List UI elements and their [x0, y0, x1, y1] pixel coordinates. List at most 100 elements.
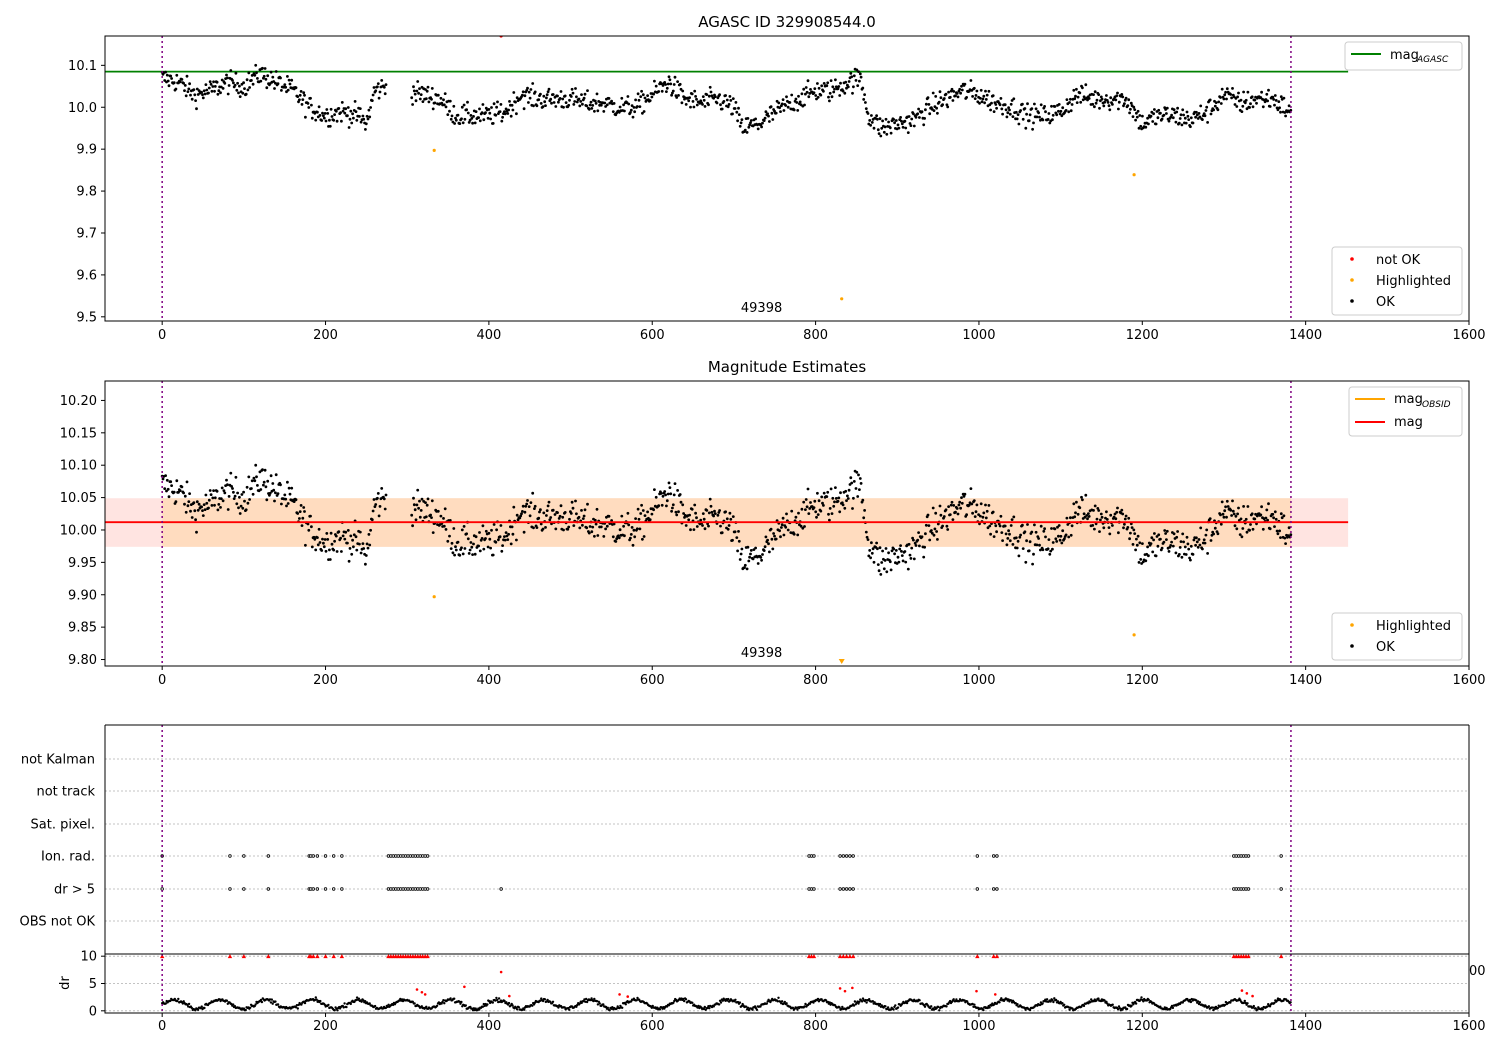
ok-point: [280, 502, 283, 506]
ok-point: [816, 513, 820, 516]
ok-point: [340, 550, 343, 553]
ok-point: [352, 116, 355, 120]
dr-point: [443, 1002, 446, 1005]
dr-point: [684, 998, 688, 1001]
ok-point: [687, 518, 691, 522]
ok-point: [897, 126, 901, 130]
dr-point: [442, 999, 445, 1002]
ok-point: [946, 528, 950, 531]
ok-point: [640, 503, 643, 507]
ok-point: [227, 84, 231, 87]
ok-point: [760, 125, 763, 129]
ok-point: [948, 513, 952, 516]
ok-point: [815, 97, 818, 101]
dr-point: [828, 1001, 831, 1004]
ok-point: [355, 548, 359, 552]
dr-point: [963, 999, 966, 1002]
dr-point: [1266, 1005, 1269, 1008]
dr-point: [190, 1006, 193, 1010]
ok-point: [731, 538, 734, 542]
ok-point: [802, 87, 806, 91]
ok-point: [358, 542, 361, 546]
ok-point: [175, 479, 179, 483]
ok-point: [922, 123, 926, 127]
ok-point: [837, 85, 841, 88]
ok-point: [352, 545, 355, 549]
ok-point: [359, 120, 363, 124]
ok-point: [343, 537, 347, 541]
ok-point: [376, 496, 379, 500]
ok-point: [595, 507, 599, 511]
dr-point: [952, 998, 955, 1001]
ok-point: [164, 474, 168, 477]
ok-point: [343, 111, 347, 115]
ok-point: [1131, 543, 1135, 546]
ok-point: [677, 94, 680, 97]
ok-point: [1169, 544, 1173, 547]
ok-point: [242, 81, 246, 85]
dr-point: [1028, 1008, 1032, 1012]
ok-point: [254, 463, 258, 467]
ok-point: [974, 510, 978, 514]
dr-point: [1139, 998, 1142, 1001]
ok-point: [866, 538, 870, 541]
ok-point: [201, 93, 204, 97]
ok-point: [205, 88, 209, 92]
ok-point: [724, 510, 727, 514]
dr-flag-point: [315, 887, 320, 891]
ok-point: [590, 530, 594, 534]
ok-point: [378, 505, 382, 508]
ok-point: [822, 89, 825, 93]
dr-flag-point: [242, 887, 246, 891]
ok-point: [370, 99, 374, 102]
dr-point: [740, 1004, 743, 1008]
dr-point: [596, 1003, 600, 1006]
ok-point: [183, 89, 186, 92]
dr-not-ok-point: [618, 993, 621, 996]
ok-point: [1081, 86, 1084, 90]
x-tick-label: 600: [640, 328, 665, 343]
ok-point: [557, 517, 561, 520]
ok-point: [936, 111, 939, 115]
ok-point: [695, 97, 698, 101]
ok-point: [892, 118, 896, 121]
ion-rad-flag-point: [242, 854, 246, 858]
ok-point: [1251, 527, 1255, 531]
ok-point: [204, 83, 208, 86]
ok-point: [1095, 517, 1099, 521]
ok-point: [1109, 96, 1113, 100]
dr-point: [360, 1000, 363, 1003]
dr-point: [691, 1001, 694, 1004]
ok-point: [1028, 113, 1032, 117]
ok-point: [831, 496, 835, 500]
ok-point: [1009, 102, 1013, 106]
ok-point: [340, 119, 343, 123]
ok-point: [461, 121, 465, 125]
ok-point: [652, 92, 655, 96]
ok-point: [1079, 100, 1083, 104]
dr-not-ok-point: [1245, 992, 1249, 995]
ok-point: [522, 107, 526, 111]
ok-point: [1182, 540, 1185, 544]
ion-rad-flag-point: [851, 854, 855, 858]
ok-point: [726, 105, 730, 109]
ok-point: [769, 527, 773, 531]
ok-point: [174, 87, 178, 91]
ok-point: [718, 509, 721, 512]
ok-point: [1127, 516, 1131, 520]
ok-point: [188, 492, 192, 495]
ok-point: [301, 516, 305, 520]
ok-point: [660, 89, 664, 93]
ok-point: [1255, 101, 1258, 105]
ok-point: [1021, 117, 1025, 121]
dr-point: [896, 1006, 900, 1009]
ok-point: [637, 98, 641, 102]
dr-point: [857, 1002, 860, 1005]
ok-point: [987, 504, 991, 507]
dr-flag-point: [340, 887, 344, 891]
dr-point: [357, 997, 361, 1000]
ok-point: [340, 101, 344, 104]
ok-point: [612, 522, 616, 526]
ok-point: [914, 544, 918, 547]
dr-point: [260, 1000, 264, 1004]
